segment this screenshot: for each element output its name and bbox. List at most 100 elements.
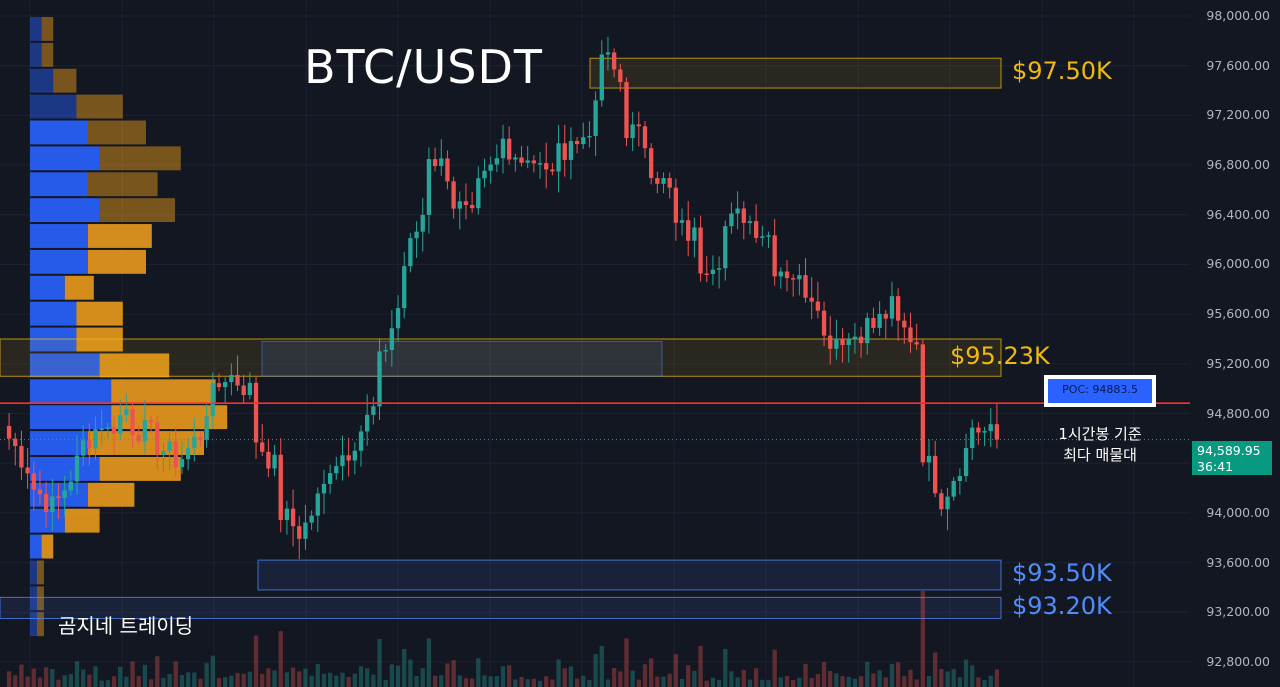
volume-bar	[408, 659, 413, 687]
candle-body	[235, 374, 240, 386]
volume-bar	[321, 673, 327, 687]
annotation-most-volume: 1시간봉 기준 최다 매물대	[1040, 424, 1160, 466]
candle-body	[753, 221, 759, 238]
candle-body	[556, 143, 561, 172]
candle-body	[587, 135, 592, 138]
volume-profile-buy-bar	[30, 586, 37, 611]
volume-bar	[451, 660, 456, 687]
volume-profile-sell-bar	[88, 482, 135, 507]
volume-bar	[741, 670, 746, 687]
volume-bar	[895, 662, 901, 687]
volume-bar	[81, 669, 86, 687]
volume-bar	[642, 664, 648, 687]
candle-body	[723, 226, 728, 269]
volume-bar	[420, 668, 425, 687]
volume-bar	[155, 656, 160, 687]
volume-bar	[223, 677, 228, 687]
volume-bar	[556, 659, 561, 687]
volume-bar	[574, 678, 580, 687]
volume-bar	[624, 638, 629, 687]
zone-label-9350: $93.50K	[1012, 559, 1112, 588]
candle-body	[945, 496, 950, 510]
volume-bar	[50, 669, 55, 687]
candle-body	[525, 160, 530, 163]
volume-bar	[723, 648, 728, 687]
volume-bar	[148, 679, 154, 687]
y-tick-label: 92,800.00	[1206, 654, 1270, 669]
volume-profile-buy-bar	[30, 275, 65, 300]
volume-profile-sell-bar	[76, 327, 123, 352]
volume-bar	[828, 670, 833, 687]
volume-profile-sell-bar	[41, 17, 54, 41]
volume-bar	[68, 674, 73, 687]
candle-body	[402, 266, 407, 309]
volume-bar	[260, 673, 265, 687]
volume-profile-buy-bar	[30, 379, 112, 404]
volume-bar	[37, 677, 43, 687]
candle-body	[642, 126, 648, 149]
volume-bar	[760, 679, 765, 687]
volume-bar	[710, 677, 716, 687]
volume-profile-buy-bar	[30, 172, 88, 197]
zone-rect	[0, 596, 1002, 620]
volume-bar	[593, 653, 598, 687]
candle-body	[155, 422, 160, 455]
candle-body	[272, 454, 277, 469]
last-price-value: 94,589.95	[1197, 443, 1261, 458]
volume-profile-buy-bar	[30, 534, 42, 559]
volume-bar	[19, 664, 24, 687]
volume-profile-buy-bar	[30, 68, 54, 93]
volume-bar	[667, 673, 672, 687]
volume-bar	[519, 676, 524, 687]
candle-body	[56, 496, 61, 499]
volume-bar	[544, 676, 549, 687]
volume-bar	[229, 675, 234, 687]
volume-bar	[290, 667, 296, 687]
candle-body	[167, 441, 172, 451]
volume-profile-sell-bar	[76, 94, 123, 119]
candle-body	[43, 494, 49, 513]
volume-profile-sell-bar	[88, 172, 158, 197]
volume-profile-sell-bar	[36, 560, 44, 585]
volume-profile-sell-bar	[64, 508, 100, 533]
volume-profile-sell-bar	[41, 42, 54, 67]
candle-body	[469, 204, 475, 209]
candle-body	[457, 201, 462, 209]
candle-body	[105, 427, 111, 429]
candle-body	[636, 124, 641, 127]
candle-body	[284, 508, 290, 521]
candle-body	[858, 336, 864, 344]
volume-bar	[753, 668, 759, 687]
candle-body	[537, 163, 543, 165]
candle-body	[902, 320, 907, 328]
candle-body	[729, 213, 734, 227]
candle-body	[988, 424, 993, 432]
volume-bar	[136, 676, 141, 687]
volume-bar	[426, 638, 432, 687]
volume-bar	[871, 673, 876, 687]
candle-body	[371, 406, 376, 415]
volume-bar	[13, 675, 18, 687]
candle-body	[957, 476, 963, 482]
candle-body	[618, 69, 623, 83]
volume-bar	[846, 676, 851, 687]
volume-bar	[513, 679, 518, 687]
volume-bar	[371, 674, 376, 687]
candle-body	[216, 383, 222, 388]
candle-body	[25, 467, 30, 474]
volume-profile-buy-bar	[30, 431, 88, 455]
volume-bar	[62, 675, 67, 687]
poc-box: POC: 94883.5	[1044, 375, 1156, 407]
volume-profile-buy-bar	[30, 198, 100, 223]
volume-bar	[476, 658, 481, 687]
candle-body	[871, 318, 876, 328]
candle-body	[130, 409, 135, 435]
volume-bar	[797, 677, 802, 687]
last-price-label: 94,589.95 36:41	[1192, 441, 1272, 475]
candle-body	[334, 466, 339, 474]
candle-body	[111, 427, 117, 434]
candle-body	[136, 434, 141, 442]
volume-bar	[951, 669, 956, 687]
volume-bar	[507, 665, 512, 687]
